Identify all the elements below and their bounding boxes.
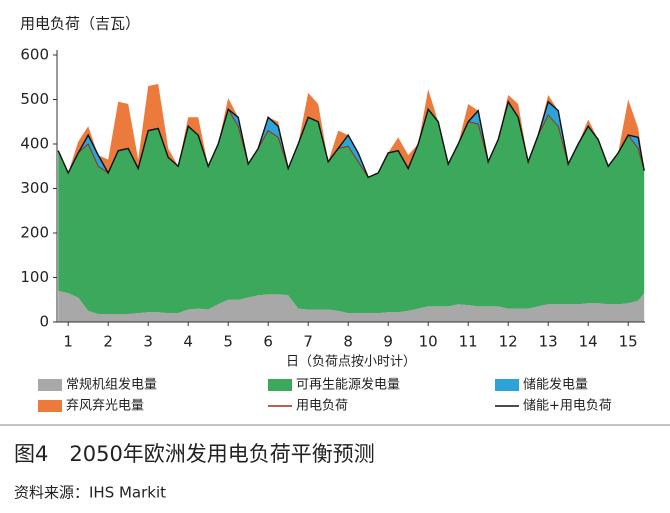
y-tick-label: 0 <box>39 313 49 331</box>
y-tick-label: 400 <box>20 135 49 153</box>
x-tick-label: 10 <box>419 333 438 351</box>
y-axis-label: 用电负荷（吉瓦） <box>20 15 140 33</box>
x-tick-label: 3 <box>143 333 153 351</box>
x-tick-label: 6 <box>263 333 273 351</box>
x-tick-label: 15 <box>619 333 638 351</box>
x-tick-label: 1 <box>63 333 73 351</box>
x-tick-label: 11 <box>459 333 478 351</box>
x-tick-label: 9 <box>383 333 393 351</box>
source: 资料来源：IHS Markit <box>14 484 166 502</box>
legend-label: 储能发电量 <box>523 377 588 393</box>
legend-swatch <box>38 400 62 412</box>
y-tick-label: 100 <box>20 268 49 286</box>
area <box>58 290 645 322</box>
y-tick-label: 500 <box>20 90 49 108</box>
line <box>57 100 645 179</box>
y-tick-label: 200 <box>20 224 49 242</box>
legend-label: 用电负荷 <box>296 399 348 414</box>
x-tick-label: 14 <box>579 333 598 351</box>
area <box>58 101 645 314</box>
legend-swatch <box>495 379 519 391</box>
x-axis-label: 日（负荷点按小时计） <box>286 355 416 370</box>
legend-label: 储能+用电负荷 <box>523 399 612 414</box>
y-tick-label: 300 <box>20 179 49 197</box>
y-tick-label: 600 <box>20 46 49 64</box>
x-tick-label: 7 <box>303 333 313 351</box>
x-tick-label: 12 <box>499 333 518 351</box>
x-tick-label: 2 <box>103 333 113 351</box>
x-tick-label: 4 <box>183 333 193 351</box>
legend-label: 弃风弃光电量 <box>66 399 144 414</box>
legend-swatch <box>38 379 62 391</box>
caption: 图4 2050年欧洲发用电负荷平衡预测 <box>14 442 375 466</box>
legend-label: 常规机组发电量 <box>66 377 157 393</box>
x-tick-label: 8 <box>343 333 353 351</box>
x-tick-label: 5 <box>223 333 233 351</box>
legend-swatch <box>268 379 292 391</box>
legend-label: 可再生能源发电量 <box>296 377 400 393</box>
x-tick-label: 13 <box>539 333 558 351</box>
